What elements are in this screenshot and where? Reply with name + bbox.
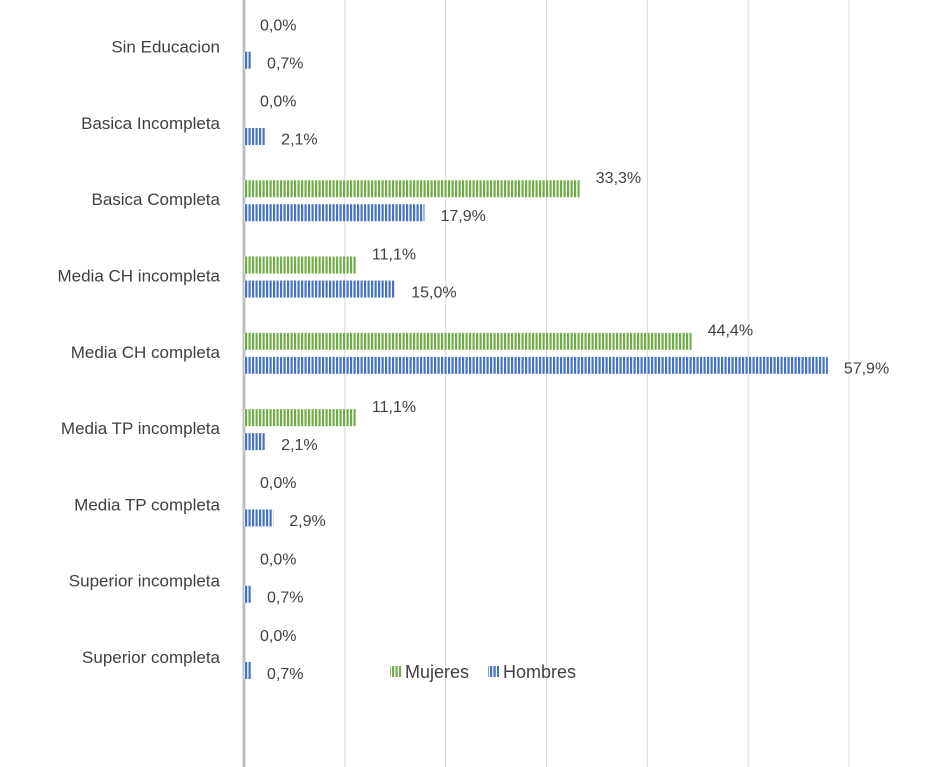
legend-swatch (488, 666, 500, 677)
data-label: 2,1% (281, 132, 317, 149)
bar (244, 127, 266, 145)
y-tick-label: Basica Incompleta (81, 114, 220, 133)
y-tick-label: Basica Completa (91, 190, 220, 209)
y-tick-label: Media TP completa (74, 495, 220, 514)
bar (244, 51, 252, 69)
data-label: 57,9% (844, 361, 889, 378)
data-label: 0,7% (267, 55, 303, 72)
data-label: 2,9% (289, 513, 325, 530)
bar (244, 433, 266, 451)
bar (244, 409, 356, 427)
data-label: 0,7% (267, 589, 303, 606)
y-tick-label: Media TP incompleta (61, 419, 221, 438)
bar (244, 180, 580, 198)
data-label: 0,0% (260, 94, 296, 111)
bar (244, 356, 828, 374)
legend-label: Mujeres (405, 662, 469, 682)
legend-swatch (390, 666, 401, 677)
data-label: 11,1% (372, 399, 416, 416)
data-label: 33,3% (596, 170, 641, 187)
bar (244, 256, 356, 274)
y-tick-label: Media CH incompleta (57, 267, 220, 286)
bar (244, 509, 274, 527)
data-label: 11,1% (372, 246, 416, 263)
y-tick-label: Superior incompleta (69, 572, 221, 591)
data-label: 0,0% (260, 551, 296, 568)
data-label: 0,0% (260, 17, 296, 34)
bar (244, 280, 396, 298)
y-tick-label: Media CH completa (71, 343, 221, 362)
bar (244, 204, 425, 222)
data-label: 17,9% (440, 208, 485, 225)
bar (244, 662, 252, 680)
data-label: 0,0% (260, 475, 296, 492)
bar (244, 585, 252, 603)
data-label: 0,0% (260, 628, 296, 645)
y-tick-label: Sin Educacion (111, 38, 220, 57)
legend-label: Hombres (503, 662, 576, 682)
data-label: 15,0% (411, 284, 456, 301)
data-label: 0,7% (267, 666, 303, 683)
data-label: 2,1% (281, 437, 317, 454)
y-tick-label: Superior completa (82, 648, 221, 667)
data-label: 44,4% (708, 323, 753, 340)
bar (244, 332, 692, 350)
